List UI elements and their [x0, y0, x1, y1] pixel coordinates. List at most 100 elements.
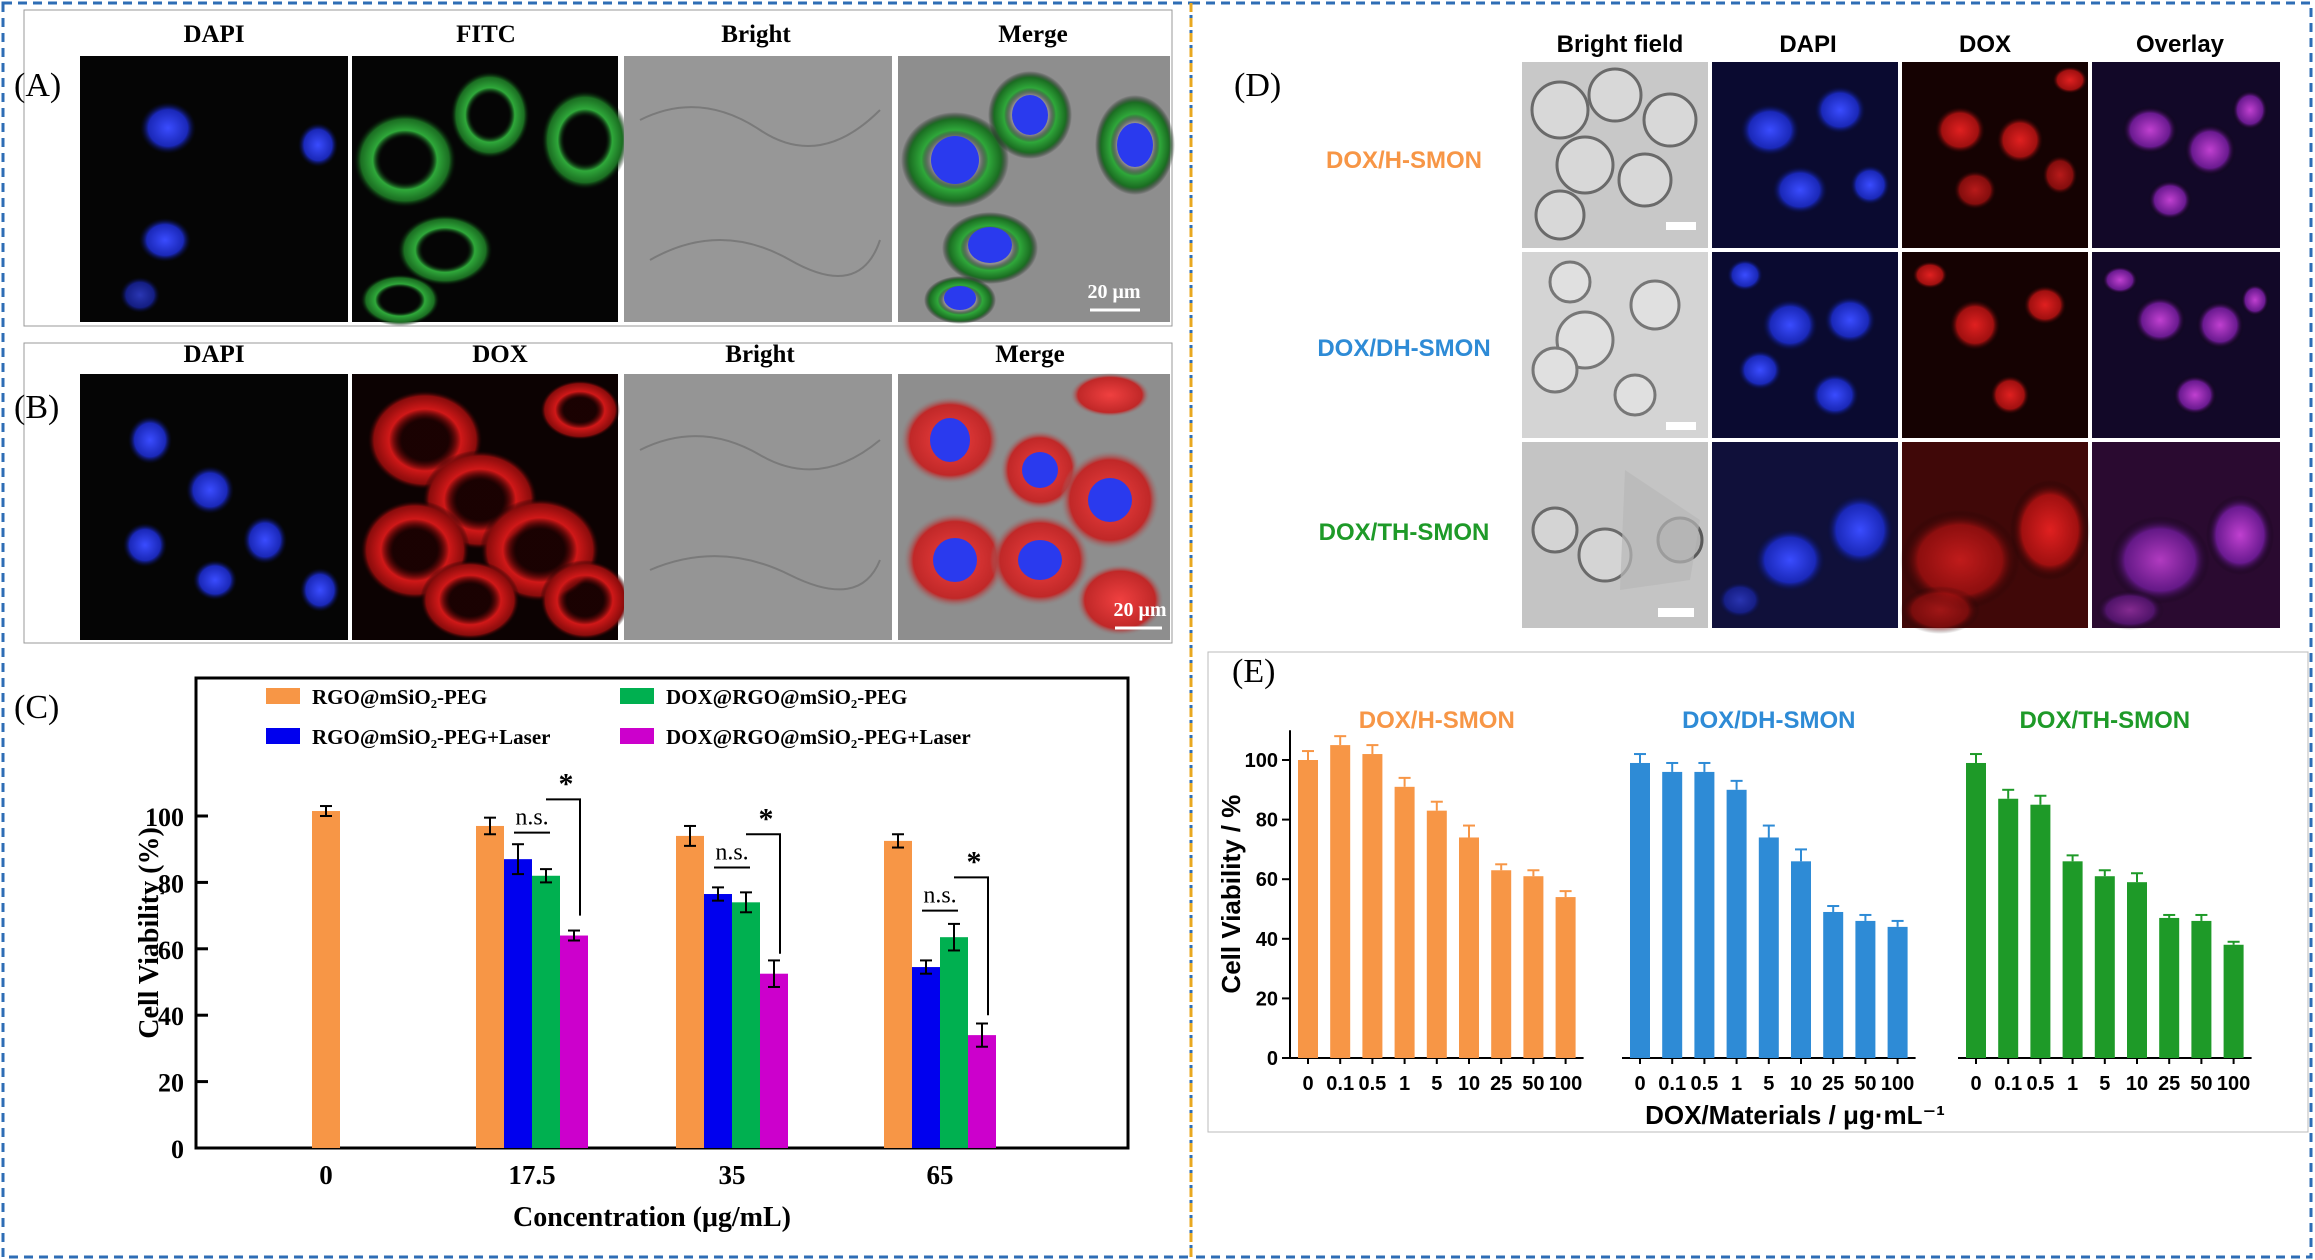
panel-e-xtick-label: 5 [1431, 1073, 1442, 1095]
panel-c-legend-swatch [620, 728, 654, 744]
panel-c-bar [532, 875, 560, 1148]
panel-e-group-title: DOX/TH-SMON [2019, 707, 2190, 734]
panel-e-xtick-label: 10 [1790, 1073, 1812, 1095]
panel-e-bar [1298, 760, 1318, 1058]
panel-b-scale-bar-label: 20 μm [1114, 599, 1167, 621]
panel-d-image-dh-overlay [2092, 252, 2280, 438]
panel-e-xtick-label: 5 [2099, 1073, 2110, 1095]
panel-a-headers: DAPI FITC Bright Merge [183, 21, 1067, 48]
panel-e-bar [1887, 926, 1908, 1058]
panel-c-star-label: * [559, 767, 574, 800]
panel-c-ytick-label: 100 [145, 803, 184, 832]
panel-b-merge-image [898, 373, 1170, 640]
panel-c-star-label: * [967, 845, 982, 878]
panel-c-legend-label: DOX@RGO@mSiO₂-PEG+Laser [666, 725, 971, 749]
panel-c-legend-swatch [620, 688, 654, 704]
panel-c-xtick-label: 35 [719, 1160, 746, 1190]
panel-a-col-bright: Bright [721, 21, 791, 48]
panel-e-xtick-label: 100 [1881, 1073, 1914, 1095]
panel-b-box [23, 342, 1173, 644]
panel-c-ytick-label: 80 [158, 869, 184, 898]
panel-c-bar [912, 967, 940, 1148]
panel-d-col-dox: DOX [1959, 31, 2011, 58]
panel-e-bar [1823, 911, 1844, 1058]
panel-c-ns-label: n.s. [515, 805, 548, 831]
panel-e-xtick-label: 10 [2126, 1073, 2148, 1095]
panel-a-scale-bar-label: 20 μm [1088, 281, 1141, 303]
panel-c-ytick-label: 60 [158, 936, 184, 965]
panel-d-col-bright-field: Bright field [1557, 31, 1684, 58]
panel-c-legend-swatch [266, 728, 300, 744]
panel-e-bar [1459, 837, 1479, 1058]
panel-e-bar [1998, 798, 2019, 1058]
panel-e-bar [1966, 762, 1986, 1058]
panel-e-ylabel: Cell Viability / % [1216, 795, 1246, 994]
right-frame [1189, 1, 2313, 1259]
panel-e-ytick-label: 20 [1256, 988, 1278, 1010]
panel-c-plot-frame [194, 676, 1130, 1150]
panel-a-bright-image [624, 56, 892, 322]
panel-d-label: (D) [1234, 67, 1281, 104]
panel-c-ns-label: n.s. [715, 839, 748, 865]
panel-e-bar [1630, 762, 1650, 1058]
panel-c-star-bracket [746, 833, 781, 954]
panel-c-star-bracket [546, 798, 581, 916]
panel-c-bar [884, 840, 912, 1148]
panel-c-xtick-label: 17.5 [508, 1160, 555, 1190]
panel-e-xtick-label: 25 [1822, 1073, 1844, 1095]
panel-e-xtick-label: 100 [2217, 1073, 2250, 1095]
panel-e-xtick-label: 100 [1549, 1073, 1582, 1095]
panel-e-bar [1330, 745, 1351, 1058]
panel-a-dapi-image [80, 56, 348, 322]
panel-d-image-dh-dox [1902, 252, 2088, 438]
panel-d-headers: Bright field DAPI DOX Overlay [1557, 31, 2225, 58]
panel-d-col-dapi: DAPI [1779, 31, 1836, 58]
panel-e-bar [1726, 789, 1747, 1058]
panel-a-images: 20 μm [80, 56, 1175, 326]
panel-c-ylabel: Cell Viability (%) [134, 827, 165, 1039]
panel-b-bright-image [624, 374, 892, 640]
panel-b-col-bright: Bright [725, 341, 795, 368]
panel-a-box [23, 9, 1173, 327]
panel-e-bar [1362, 754, 1383, 1058]
panel-e-xtick-label: 50 [2190, 1073, 2212, 1095]
panel-e-xtick-label: 0 [1634, 1073, 1645, 1095]
panel-a-col-dapi: DAPI [183, 21, 244, 48]
panel-e-bar [1426, 810, 1447, 1058]
panel-c-star-bracket [954, 876, 989, 1016]
panel-c-bar [504, 859, 532, 1148]
panel-c-star-label: * [759, 802, 774, 835]
panel-c-bar [732, 902, 760, 1148]
panel-d-image-th-bright [1522, 442, 1708, 628]
panel-d-image-h-overlay [2092, 62, 2280, 248]
panel-c-legend-label: DOX@RGO@mSiO₂-PEG [666, 685, 907, 709]
panel-e-xtick-label: 25 [1490, 1073, 1512, 1095]
panel-e-xlabel: DOX/Materials / μg·mL⁻¹ [1645, 1100, 1945, 1130]
panel-e-xtick-label: 1 [2067, 1073, 2078, 1095]
panel-c-bar [940, 937, 968, 1148]
panel-e-group-title: DOX/H-SMON [1359, 707, 1515, 734]
panel-d-row-dh-smon: DOX/DH-SMON [1317, 335, 1490, 362]
panel-c-bar [704, 894, 732, 1148]
panel-c-ytick-label: 40 [158, 1002, 184, 1031]
panel-a-merge-image [898, 56, 1175, 324]
panel-e-xtick-label: 0.1 [1326, 1073, 1354, 1095]
panel-d-row-h-smon: DOX/H-SMON [1326, 147, 1482, 174]
panel-c-bar [312, 811, 340, 1148]
panel-c-ytick-label: 0 [171, 1135, 184, 1164]
panel-c-bar [476, 825, 504, 1148]
panel-e-ytick-label: 100 [1245, 750, 1278, 772]
panel-d-image-grid [1522, 62, 2280, 634]
panel-e-bar [1758, 837, 1779, 1058]
panel-d-image-th-dox [1900, 442, 2090, 634]
panel-c-bar [560, 935, 588, 1148]
panel-c-xtick-label: 65 [927, 1160, 954, 1190]
panel-c-bar [760, 973, 788, 1148]
panel-e-bar [2191, 920, 2212, 1058]
panel-e-xtick-label: 5 [1763, 1073, 1774, 1095]
panel-c-legend-label: RGO@mSiO₂-PEG+Laser [312, 725, 550, 749]
panel-e-ytick-label: 60 [1256, 869, 1278, 891]
panel-e-ytick-label: 0 [1267, 1048, 1278, 1070]
panel-e-bar [1662, 771, 1683, 1058]
